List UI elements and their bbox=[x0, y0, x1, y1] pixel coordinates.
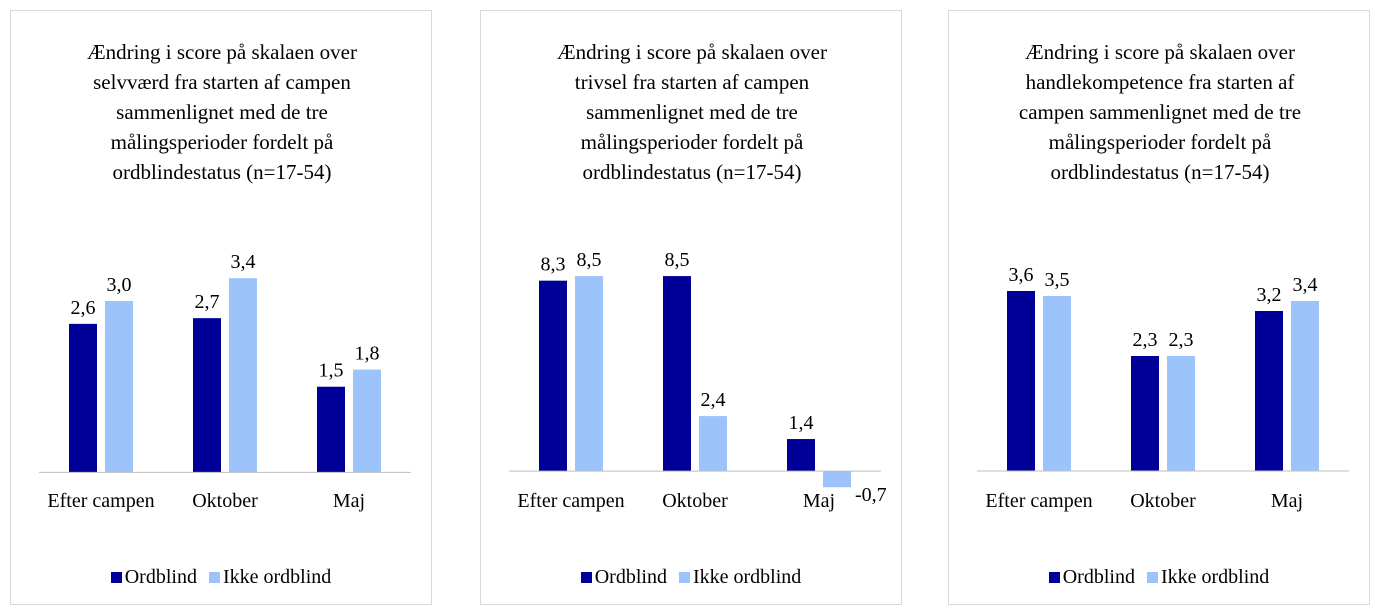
bar bbox=[193, 318, 221, 473]
data-label: 3,4 bbox=[1293, 274, 1318, 296]
data-label: 8,5 bbox=[665, 249, 690, 271]
legend: Ordblind Ikke ordblind bbox=[949, 566, 1369, 589]
bar bbox=[229, 278, 257, 473]
x-tick-label: Maj bbox=[802, 490, 836, 512]
data-label: 3,2 bbox=[1257, 284, 1282, 306]
bar bbox=[1043, 296, 1071, 471]
data-label: 2,3 bbox=[1133, 329, 1158, 351]
data-label: 2,6 bbox=[71, 297, 96, 319]
data-label: 3,5 bbox=[1045, 269, 1070, 291]
legend-swatch bbox=[678, 572, 690, 583]
data-label: 2,3 bbox=[1169, 329, 1194, 351]
chart-panel: Ændring i score på skalaen over handleko… bbox=[948, 10, 1370, 605]
x-tick-label: Oktober bbox=[1130, 490, 1196, 512]
bar bbox=[663, 276, 691, 472]
x-tick-label: Efter campen bbox=[47, 490, 155, 512]
data-label: 3,6 bbox=[1009, 264, 1034, 286]
data-label: 1,5 bbox=[319, 360, 344, 382]
legend-swatch bbox=[580, 572, 592, 583]
legend-label: Ordblind bbox=[124, 566, 197, 588]
x-tick-label: Oktober bbox=[192, 490, 258, 512]
legend-item: Ordblind bbox=[580, 566, 667, 589]
legend-swatch bbox=[1146, 572, 1158, 583]
legend-item: Ordblind bbox=[1048, 566, 1135, 589]
bar bbox=[1291, 301, 1319, 471]
bar bbox=[823, 471, 851, 488]
bar bbox=[1167, 356, 1195, 471]
data-label: 2,4 bbox=[701, 389, 726, 411]
legend-label: Ikke ordblind bbox=[222, 566, 332, 588]
bar bbox=[69, 323, 97, 473]
bar bbox=[787, 439, 815, 472]
bar bbox=[539, 280, 567, 472]
data-label: 3,4 bbox=[231, 251, 256, 273]
chart-title: Ændring i score på skalaen over trivsel … bbox=[557, 40, 827, 184]
chart: 2,6 3,0 2,7 3,4 1,5 1,8 bbox=[39, 251, 411, 473]
legend-item: Ordblind bbox=[110, 566, 197, 589]
legend-label: Ikke ordblind bbox=[1160, 566, 1270, 588]
bar bbox=[1255, 311, 1283, 471]
legend-label: Ordblind bbox=[594, 566, 667, 588]
data-label: 1,8 bbox=[355, 343, 380, 365]
bar bbox=[1131, 356, 1159, 471]
bar bbox=[575, 276, 603, 472]
bar bbox=[105, 301, 133, 473]
bar bbox=[353, 369, 381, 473]
legend-swatch bbox=[1048, 572, 1060, 583]
chart-panel: Ændring i score på skalaen over selvværd… bbox=[10, 10, 432, 605]
x-tick-label: Efter campen bbox=[517, 490, 625, 512]
data-label: -0,7 bbox=[855, 484, 887, 506]
legend-item: Ikke ordblind bbox=[1146, 566, 1270, 589]
legend-label: Ikke ordblind bbox=[692, 566, 802, 588]
legend-label: Ordblind bbox=[1062, 566, 1135, 588]
legend-item: Ikke ordblind bbox=[678, 566, 802, 589]
bar bbox=[1007, 291, 1035, 471]
chart: 3,6 3,5 2,3 2,3 3,2 3,4 bbox=[977, 264, 1349, 472]
x-tick-label: Oktober bbox=[662, 490, 728, 512]
chart-title: Ændring i score på skalaen over handleko… bbox=[1018, 40, 1302, 184]
x-tick-label: Maj bbox=[1270, 490, 1304, 512]
legend-swatch bbox=[208, 572, 220, 583]
chart-panel: Ændring i score på skalaen over trivsel … bbox=[480, 10, 902, 605]
chart: 8,3 8,5 8,5 2,4 1,4 -0,7 bbox=[509, 249, 887, 506]
legend-swatch bbox=[110, 572, 122, 583]
legend: Ordblind Ikke ordblind bbox=[11, 566, 431, 589]
data-label: 3,0 bbox=[107, 274, 132, 296]
data-label: 1,4 bbox=[789, 412, 814, 434]
bar bbox=[317, 386, 345, 473]
legend-item: Ikke ordblind bbox=[208, 566, 332, 589]
data-label: 8,3 bbox=[541, 254, 566, 276]
data-label: 2,7 bbox=[195, 291, 220, 313]
data-label: 8,5 bbox=[577, 249, 602, 271]
x-tick-label: Efter campen bbox=[985, 490, 1093, 512]
x-tick-label: Maj bbox=[332, 490, 366, 512]
chart-title: Ændring i score på skalaen over selvværd… bbox=[87, 40, 357, 184]
legend: Ordblind Ikke ordblind bbox=[481, 566, 901, 589]
bar bbox=[699, 416, 727, 472]
